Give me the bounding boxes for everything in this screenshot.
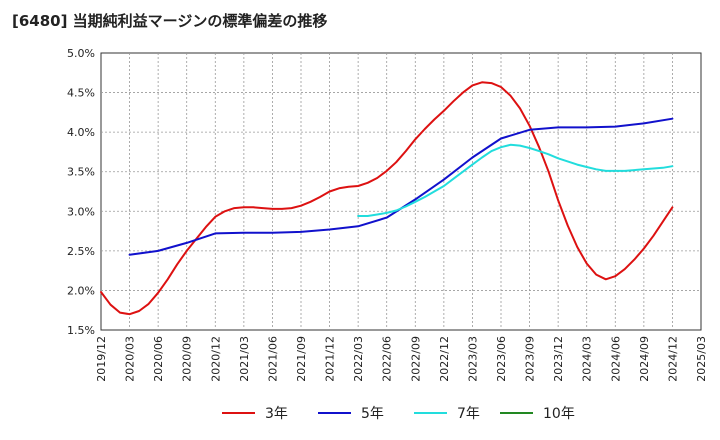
x-tick-label: 2020/06 — [152, 336, 165, 382]
y-tick-label: 1.5% — [67, 324, 95, 337]
x-tick-label: 2023/12 — [552, 336, 565, 382]
y-axis-ticks: 1.5% 2.0% 2.5% 3.0% 3.5% 4.0% 4.5% 5.0% — [67, 47, 95, 337]
legend-label: 7年 — [457, 406, 480, 422]
x-axis-ticks: 2019/12 2020/03 2020/06 2020/09 2020/12 2021/… — [95, 336, 708, 382]
grid — [100, 52, 702, 331]
y-tick-label: 4.5% — [67, 87, 95, 100]
legend-label: 10年 — [543, 406, 575, 422]
x-tick-label: 2023/06 — [495, 336, 508, 382]
y-tick-label: 3.0% — [67, 205, 95, 218]
x-tick-label: 2021/09 — [295, 336, 308, 382]
legend-label: 3年 — [265, 406, 288, 422]
legend-label: 5年 — [361, 406, 384, 422]
x-tick-label: 2023/09 — [524, 336, 537, 382]
x-tick-label: 2024/03 — [581, 336, 594, 382]
x-tick-label: 2022/09 — [409, 336, 422, 382]
x-tick-label: 2025/03 — [695, 336, 708, 382]
series-line — [357, 143, 674, 217]
x-tick-label: 2024/12 — [666, 336, 679, 382]
series-lines — [100, 81, 674, 316]
y-tick-label: 2.5% — [67, 245, 95, 258]
chart-title: [6480] 当期純利益マージンの標準偏差の推移 — [12, 12, 328, 30]
x-tick-label: 2023/03 — [466, 336, 479, 382]
y-tick-label: 2.0% — [67, 284, 95, 297]
y-tick-label: 4.0% — [67, 126, 95, 139]
y-tick-label: 5.0% — [67, 47, 95, 60]
x-tick-label: 2024/06 — [609, 336, 622, 382]
x-tick-label: 2021/12 — [324, 336, 337, 382]
x-tick-label: 2021/03 — [238, 336, 251, 382]
plot-frame — [100, 52, 702, 331]
x-tick-label: 2020/09 — [181, 336, 194, 382]
x-tick-label: 2024/09 — [638, 336, 651, 382]
x-tick-label: 2020/03 — [124, 336, 137, 382]
x-tick-label: 2022/03 — [352, 336, 365, 382]
y-tick-label: 3.5% — [67, 166, 95, 179]
x-tick-label: 2022/12 — [438, 336, 451, 382]
x-tick-label: 2020/12 — [209, 336, 222, 382]
x-tick-label: 2022/06 — [381, 336, 394, 382]
x-tick-label: 2019/12 — [95, 336, 108, 382]
legend: 3年 5年 7年 10年 — [222, 406, 575, 422]
x-tick-label: 2021/06 — [266, 336, 279, 382]
